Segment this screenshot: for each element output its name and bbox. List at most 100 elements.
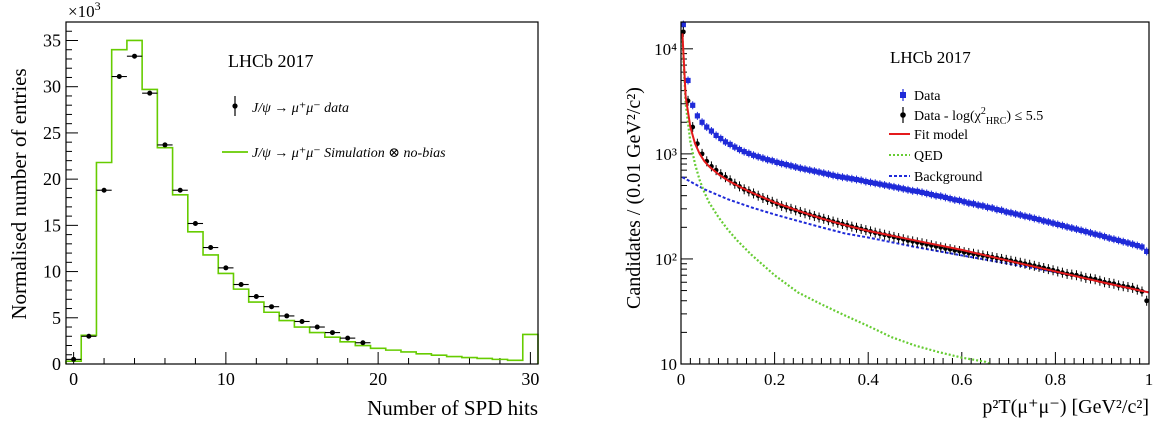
data-point-blue bbox=[1008, 208, 1014, 217]
data-point-blue bbox=[746, 149, 752, 158]
right-x-tick-label: 0.4 bbox=[858, 370, 880, 389]
data-point-blue bbox=[1083, 227, 1089, 236]
data-point bbox=[294, 318, 310, 324]
left-x-tick-label: 10 bbox=[217, 369, 235, 389]
simulation-step-line bbox=[65, 39, 539, 364]
data-point-blue bbox=[718, 134, 724, 143]
data-point-blue bbox=[952, 195, 958, 204]
data-point-blue bbox=[727, 140, 733, 149]
left-x-tick-label: 20 bbox=[369, 369, 387, 389]
data-point bbox=[187, 221, 204, 227]
data-point-blue bbox=[1092, 230, 1098, 239]
data-point-blue bbox=[994, 205, 1000, 214]
data-point-blue bbox=[900, 184, 906, 193]
left-data-points bbox=[66, 53, 371, 362]
data-point bbox=[324, 330, 341, 336]
data-point-blue bbox=[1064, 222, 1070, 231]
data-point-blue bbox=[1120, 237, 1126, 246]
legend-label-qed: QED bbox=[914, 149, 943, 164]
right-y-tick-label: 10³ bbox=[655, 145, 677, 164]
left-x-tick-label: 0 bbox=[69, 369, 78, 389]
legend-marker-data-cut bbox=[900, 107, 906, 123]
data-point bbox=[111, 74, 127, 80]
left-x-tick-label: 30 bbox=[521, 369, 539, 389]
data-point-blue bbox=[1125, 238, 1131, 247]
data-point-blue bbox=[1003, 207, 1009, 216]
data-point-blue bbox=[690, 101, 696, 110]
data-point-blue bbox=[811, 167, 817, 176]
data-point-blue bbox=[844, 173, 850, 182]
data-point-blue bbox=[942, 193, 949, 202]
data-point-blue bbox=[1017, 210, 1023, 219]
legend-label-simulation: J/ψ → μ⁺μ⁻ Simulation ⊗ no-bias bbox=[252, 146, 446, 161]
data-point bbox=[96, 187, 112, 193]
left-y-tick-label: 15 bbox=[43, 215, 61, 235]
data-point-blue bbox=[722, 137, 729, 146]
data-point-blue bbox=[1050, 219, 1056, 228]
data-point-blue bbox=[1055, 220, 1061, 229]
left-y-tick-label: 0 bbox=[52, 354, 61, 374]
data-point-blue bbox=[970, 199, 977, 208]
data-point-blue bbox=[685, 76, 691, 85]
right-x-tick-label: 0.8 bbox=[1045, 370, 1066, 389]
data-point-black bbox=[924, 239, 930, 250]
data-point-blue bbox=[989, 204, 995, 213]
data-point-blue bbox=[835, 172, 841, 181]
data-point-blue bbox=[807, 166, 813, 175]
data-point-blue bbox=[783, 160, 789, 169]
right-legend: Data Data - log(χ2HRC) ≤ 5.5 Fit model Q… bbox=[889, 89, 1043, 185]
data-point-blue bbox=[1115, 236, 1122, 245]
data-point-blue bbox=[1069, 224, 1075, 233]
right-annotation: LHCb 2017 bbox=[890, 48, 971, 67]
data-point-blue bbox=[984, 203, 991, 212]
right-y-axis-label: Candidates / (0.01 GeV²/c²) bbox=[623, 87, 645, 309]
data-point-blue bbox=[1106, 234, 1112, 243]
left-y-tick-label: 30 bbox=[43, 77, 61, 97]
data-point-blue bbox=[877, 180, 883, 189]
data-point bbox=[157, 142, 173, 148]
left-y-tick-label: 35 bbox=[43, 30, 61, 50]
data-point bbox=[218, 265, 234, 271]
data-point-black bbox=[919, 238, 925, 249]
left-x-axis-label: Number of SPD hits bbox=[367, 396, 538, 420]
right-series bbox=[680, 20, 1150, 365]
legend-label-data-blue: Data bbox=[914, 89, 941, 104]
data-point bbox=[279, 313, 295, 319]
right-x-tick-label: 1 bbox=[1145, 370, 1154, 389]
data-point-blue bbox=[1041, 216, 1047, 225]
data-point-blue bbox=[694, 111, 700, 120]
right-x-axis-label: p²T(μ⁺μ⁻) [GeV²/c²] bbox=[982, 396, 1149, 418]
data-point bbox=[172, 187, 188, 193]
right-x-tick-label: 0 bbox=[677, 370, 686, 389]
right-y-tick-labels: 10 10² 10³ 10⁴ bbox=[654, 40, 677, 374]
data-point bbox=[355, 340, 371, 346]
data-point-blue bbox=[1078, 226, 1084, 235]
left-legend: J/ψ → μ⁺μ⁻ data J/ψ → μ⁺μ⁻ Simulation ⊗ … bbox=[222, 96, 446, 161]
left-y-axis-label: Normalised number of entries bbox=[7, 68, 31, 319]
data-point-blue bbox=[881, 181, 888, 190]
data-point-blue bbox=[788, 161, 794, 170]
data-point bbox=[66, 356, 82, 362]
data-point-blue bbox=[1073, 225, 1080, 234]
data-point-blue bbox=[741, 147, 747, 156]
data-point bbox=[263, 304, 280, 310]
data-point-blue bbox=[975, 201, 981, 210]
data-point-black bbox=[910, 236, 916, 247]
data-point-blue bbox=[980, 201, 986, 210]
data-point-blue bbox=[938, 192, 944, 201]
data-point-blue bbox=[1101, 232, 1108, 241]
legend-label-fit: Fit model bbox=[914, 128, 968, 143]
left-y-tick-label: 25 bbox=[43, 123, 61, 143]
data-point-blue bbox=[821, 169, 827, 178]
left-y-tick-label: 5 bbox=[52, 308, 61, 328]
right-chart: 0 0.2 0.4 0.6 0.8 1 10 10² 10³ 10⁴ Candidates / … bbox=[623, 20, 1154, 418]
data-point-blue bbox=[956, 196, 963, 205]
data-point-blue bbox=[872, 179, 878, 188]
data-point-blue bbox=[779, 159, 785, 168]
legend-label-data: J/ψ → μ⁺μ⁻ data bbox=[252, 101, 349, 116]
data-point-blue bbox=[1139, 242, 1145, 251]
data-point-blue bbox=[1036, 215, 1042, 224]
data-point-blue bbox=[839, 173, 846, 182]
data-point-blue bbox=[858, 176, 864, 185]
data-point-blue bbox=[891, 182, 897, 191]
